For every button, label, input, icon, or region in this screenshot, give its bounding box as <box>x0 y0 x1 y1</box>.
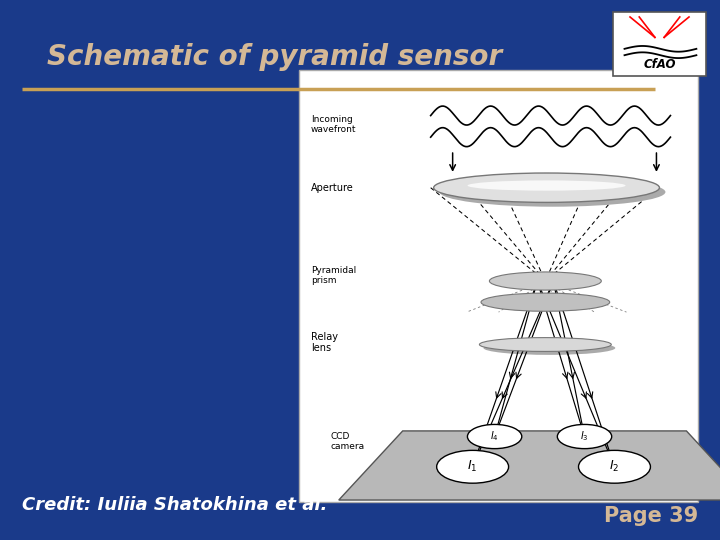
Text: $I_4$: $I_4$ <box>490 430 499 443</box>
Text: $I_3$: $I_3$ <box>580 430 589 443</box>
Text: Incoming
wavefront: Incoming wavefront <box>311 114 356 134</box>
Ellipse shape <box>433 173 660 202</box>
Ellipse shape <box>483 341 616 355</box>
Ellipse shape <box>467 424 522 449</box>
Ellipse shape <box>481 293 610 311</box>
Text: Schematic of pyramid sensor: Schematic of pyramid sensor <box>47 43 502 71</box>
Text: CfAO: CfAO <box>643 58 676 71</box>
Text: $I_1$: $I_1$ <box>467 459 478 474</box>
Polygon shape <box>339 431 720 500</box>
Ellipse shape <box>579 450 650 483</box>
Bar <box>613 12 706 76</box>
Ellipse shape <box>436 450 508 483</box>
Text: Pyramidal
prism: Pyramidal prism <box>311 266 356 285</box>
Ellipse shape <box>490 272 601 290</box>
Ellipse shape <box>557 424 612 449</box>
Ellipse shape <box>467 180 626 191</box>
Ellipse shape <box>480 338 611 352</box>
Bar <box>299 70 698 502</box>
Text: CCD
camera: CCD camera <box>330 432 365 451</box>
Text: Page 39: Page 39 <box>604 505 698 526</box>
Text: $I_2$: $I_2$ <box>609 459 620 474</box>
Text: Credit: Iuliia Shatokhina et al.: Credit: Iuliia Shatokhina et al. <box>22 496 327 514</box>
Text: Relay
lens: Relay lens <box>311 332 338 353</box>
Ellipse shape <box>440 177 665 207</box>
Text: Aperture: Aperture <box>311 183 354 193</box>
